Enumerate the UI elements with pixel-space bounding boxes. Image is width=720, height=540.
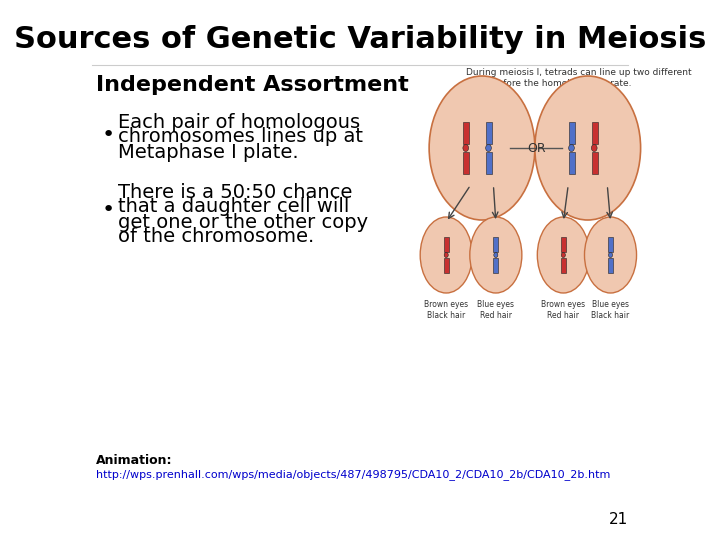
Text: Metaphase I plate.: Metaphase I plate. — [117, 143, 298, 161]
Text: chromosomes lines up at: chromosomes lines up at — [117, 127, 363, 146]
Text: There is a 50:50 chance: There is a 50:50 chance — [117, 183, 352, 201]
Bar — [592, 152, 598, 174]
Text: get one or the other copy: get one or the other copy — [117, 213, 368, 232]
Circle shape — [463, 145, 469, 152]
Circle shape — [562, 253, 565, 258]
Text: Animation:: Animation: — [96, 454, 172, 467]
Circle shape — [486, 145, 491, 152]
Bar — [608, 237, 613, 252]
Bar — [444, 258, 449, 273]
Text: OR: OR — [527, 141, 546, 154]
Text: Independent Assortment: Independent Assortment — [96, 75, 408, 95]
Bar — [569, 152, 575, 174]
Bar — [444, 237, 449, 252]
Text: Brown eyes
Red hair: Brown eyes Red hair — [541, 300, 585, 320]
Text: •: • — [102, 200, 114, 220]
Bar — [569, 122, 575, 144]
Text: Each pair of homologous: Each pair of homologous — [117, 112, 360, 132]
Text: •: • — [102, 125, 114, 145]
Ellipse shape — [535, 76, 641, 220]
Circle shape — [444, 253, 449, 258]
Text: Brown eyes
Black hair: Brown eyes Black hair — [424, 300, 468, 320]
Bar — [486, 122, 492, 144]
Text: of the chromosome.: of the chromosome. — [117, 227, 314, 246]
Ellipse shape — [585, 217, 636, 293]
Bar — [592, 122, 598, 144]
Ellipse shape — [429, 76, 535, 220]
Ellipse shape — [420, 217, 472, 293]
Bar — [486, 152, 492, 174]
Bar — [561, 237, 566, 252]
Circle shape — [494, 253, 498, 258]
Bar — [561, 258, 566, 273]
Text: 21: 21 — [609, 512, 629, 528]
Circle shape — [591, 145, 597, 152]
Circle shape — [569, 145, 575, 152]
Ellipse shape — [470, 217, 522, 293]
Text: Blue eyes
Red hair: Blue eyes Red hair — [477, 300, 514, 320]
Text: http://wps.prenhall.com/wps/media/objects/487/498795/CDA10_2/CDA10_2b/CDA10_2b.h: http://wps.prenhall.com/wps/media/object… — [96, 470, 610, 481]
Text: During meiosis I, tetrads can line up two different
ways before the homologs sep: During meiosis I, tetrads can line up tw… — [466, 68, 691, 88]
Bar — [493, 237, 498, 252]
Bar — [463, 122, 469, 144]
Text: that a daughter cell will: that a daughter cell will — [117, 198, 349, 217]
Bar — [493, 258, 498, 273]
Bar — [463, 152, 469, 174]
Bar — [608, 258, 613, 273]
Text: Sources of Genetic Variability in Meiosis: Sources of Genetic Variability in Meiosi… — [14, 25, 706, 55]
Text: Blue eyes
Black hair: Blue eyes Black hair — [591, 300, 630, 320]
Circle shape — [608, 253, 613, 258]
Ellipse shape — [537, 217, 590, 293]
